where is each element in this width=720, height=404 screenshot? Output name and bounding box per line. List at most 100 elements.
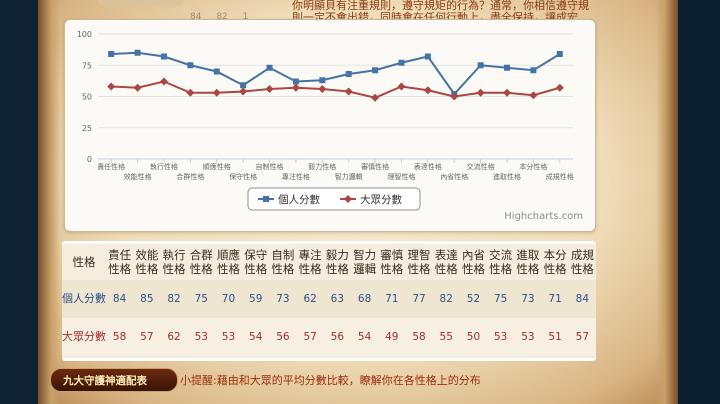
data-point — [556, 51, 563, 57]
guardian-match-button[interactable]: 九大守護神適配表 — [50, 368, 178, 392]
data-point — [424, 53, 431, 60]
header-number: 1 — [242, 12, 249, 22]
x-tick-label: 內省性格 — [440, 172, 468, 181]
chart-legend — [247, 187, 421, 211]
personal-score-cell: 71 — [548, 293, 562, 305]
data-point — [503, 88, 512, 97]
y-tick-label: 100 — [77, 30, 92, 39]
score-table: 性格 責任 性格 效能 性格 執行 性格 合群 性格 順應 性格 保守 性格 自制 性格 專注 性格 毅力 性格智… — [62, 241, 596, 361]
x-tick-label: 順應性格 — [203, 162, 231, 171]
guardian-match-label: 九大守護神適配表 — [63, 375, 147, 387]
table-header-cell: 保守 性格 — [244, 248, 268, 276]
data-point — [529, 91, 538, 100]
data-point — [450, 92, 459, 101]
data-point — [159, 77, 168, 86]
y-tick-label: 75 — [82, 61, 92, 70]
public-score-cell: 54 — [249, 330, 263, 343]
table-header-row: 性格 責任 性格 效能 性格 執行 性格 合群 性格 順應 性格 保守 性格 自制 性格 專注 性格 毅力 性格智… — [62, 244, 596, 280]
legend-label: 大眾分數 — [360, 193, 402, 206]
data-point — [555, 83, 564, 92]
public-score-cell: 55 — [439, 330, 453, 343]
description-line: 你明顯貝有注重規則，遵守規矩的行為？通常，你相信遵守規 — [292, 0, 589, 12]
data-point — [398, 59, 405, 66]
public-score-cell: 49 — [385, 330, 399, 343]
public-score-cell: 58 — [112, 330, 127, 343]
personal-score-cell: 85 — [140, 293, 154, 305]
header-number: 84 — [190, 12, 202, 22]
data-point — [371, 93, 380, 102]
table-header-cell: 成規 性格 — [570, 248, 594, 276]
x-tick-label: 毅力性格 — [308, 162, 336, 171]
personal-score-cell: 68 — [357, 293, 372, 305]
data-point — [345, 71, 352, 77]
personal-score-cell: 70 — [221, 293, 236, 305]
personal-score-cell: 59 — [249, 293, 263, 305]
table-header-cell: 自制 性格 — [271, 248, 295, 276]
public-score-cell: 57 — [303, 330, 317, 343]
x-tick-label: 表達性格 — [414, 162, 442, 171]
data-point — [213, 68, 220, 75]
page-edge — [676, 0, 720, 404]
table-header-label: 性格 — [72, 255, 96, 269]
chart-credits[interactable]: Highcharts.com — [504, 211, 583, 222]
x-tick-label: 交流性格 — [467, 162, 495, 171]
public-score-cell: 53 — [194, 330, 208, 343]
tip-text: 小提醒:藉由和大眾的平均分數比較，瞭解你在各性格上的分布 — [180, 374, 481, 387]
table-header-cell: 合群 性格 — [189, 248, 213, 276]
data-point — [160, 53, 167, 60]
table-header-cell: 毅力 性格 — [325, 248, 349, 276]
public-score-cell: 57 — [140, 330, 154, 343]
data-point — [266, 64, 273, 71]
table-header-cell: 執行 性格 — [162, 248, 186, 276]
personal-score-cell: 84 — [575, 293, 590, 305]
public-score-cell: 54 — [357, 330, 372, 343]
footer: 九大守護神適配表 小提醒:藉由和大眾的平均分數比較，瞭解你在各性格上的分布 — [50, 368, 520, 392]
data-point — [108, 51, 115, 57]
x-tick-label: 責任性格 — [97, 162, 125, 171]
data-point — [291, 83, 300, 92]
public-score-cell: 53 — [221, 330, 236, 343]
x-tick-label: 智力邏輯 — [335, 172, 363, 181]
table-header-cell: 交流 性格 — [489, 248, 513, 276]
table-row-personal: 個人分數 84 85 82 75 70 59 73 62 63 68 71 77 82 52 75 73 71 8… — [62, 280, 596, 318]
personal-score-cell: 71 — [385, 293, 399, 305]
table-header-cell: 責任 性格 — [108, 248, 132, 276]
personal-score-cell: 82 — [167, 293, 181, 305]
public-score-cell: 58 — [412, 330, 426, 343]
x-tick-label: 理智性格 — [387, 172, 415, 181]
data-point — [240, 82, 247, 89]
series-line — [111, 80, 561, 99]
public-score-cell: 62 — [167, 330, 181, 343]
x-tick-label: 合群性格 — [176, 172, 204, 181]
x-tick-label: 保守性格 — [229, 172, 257, 181]
table-header-cell: 理智 性格 — [407, 248, 431, 276]
line-chart: 0 25 50 75 100 責任性格 效能性格 執行性格 合群性格 順應性格 保守性格 自制性格 專注… — [64, 19, 596, 232]
table-header-cell: 審慎 性格 — [380, 248, 404, 276]
data-point — [107, 82, 116, 91]
public-score-cell: 56 — [330, 330, 345, 343]
x-tick-label: 成規性格 — [546, 172, 574, 181]
x-tick-label: 審慎性格 — [361, 162, 389, 171]
data-point — [423, 86, 432, 95]
public-score-cell: 53 — [521, 330, 535, 343]
table-header-cell: 效能 性格 — [135, 248, 159, 276]
x-tick-label: 專注性格 — [282, 172, 310, 181]
personal-score-cell: 75 — [194, 293, 208, 305]
data-point — [186, 88, 195, 97]
legend-label: 個人分數 — [278, 193, 320, 206]
table-header-cell: 內省 性格 — [461, 248, 485, 276]
personal-score-label: 個人分數 — [62, 292, 106, 305]
public-score-cell: 51 — [548, 330, 562, 343]
table-header-cell: 專注 性格 — [298, 248, 322, 276]
data-point — [292, 78, 299, 85]
series-line — [111, 51, 561, 96]
table-row-public: 大眾分數 58 57 62 53 53 54 56 57 56 54 49 58 55 50 53 53 51 5… — [62, 318, 596, 355]
y-tick-label: 25 — [82, 124, 92, 133]
x-tick-label: 執行性格 — [150, 162, 178, 171]
data-point — [319, 77, 326, 84]
y-tick-label: 0 — [87, 155, 92, 164]
data-point — [239, 87, 248, 96]
personal-score-cell: 84 — [112, 293, 127, 305]
personal-score-cell: 77 — [412, 293, 426, 305]
data-point — [477, 62, 484, 69]
